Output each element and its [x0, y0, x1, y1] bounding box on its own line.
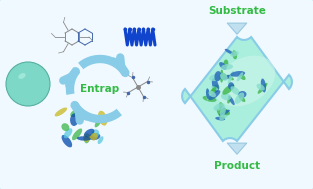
Ellipse shape: [55, 108, 67, 116]
Ellipse shape: [206, 89, 209, 101]
Ellipse shape: [213, 103, 225, 111]
Ellipse shape: [219, 112, 228, 120]
Ellipse shape: [221, 75, 232, 80]
Ellipse shape: [64, 128, 72, 138]
Ellipse shape: [212, 86, 218, 91]
Ellipse shape: [223, 60, 228, 67]
Ellipse shape: [92, 129, 99, 137]
Ellipse shape: [221, 108, 230, 115]
Ellipse shape: [230, 86, 240, 95]
Ellipse shape: [220, 73, 226, 79]
Ellipse shape: [257, 84, 265, 91]
Ellipse shape: [220, 106, 226, 117]
Ellipse shape: [88, 115, 96, 121]
Ellipse shape: [217, 108, 225, 120]
Ellipse shape: [219, 102, 224, 114]
Ellipse shape: [83, 133, 90, 142]
Circle shape: [6, 62, 50, 106]
Ellipse shape: [239, 95, 245, 102]
Ellipse shape: [18, 73, 26, 79]
Ellipse shape: [77, 136, 91, 141]
Ellipse shape: [208, 90, 220, 100]
Ellipse shape: [70, 113, 79, 126]
Ellipse shape: [228, 95, 235, 105]
Ellipse shape: [227, 96, 231, 104]
Ellipse shape: [235, 92, 244, 104]
Ellipse shape: [219, 110, 230, 115]
Text: Substrate: Substrate: [208, 6, 266, 16]
Ellipse shape: [70, 108, 83, 117]
Ellipse shape: [238, 91, 247, 98]
Text: Product: Product: [214, 161, 260, 171]
Ellipse shape: [261, 78, 266, 92]
Ellipse shape: [225, 49, 234, 55]
Ellipse shape: [215, 56, 275, 106]
Ellipse shape: [209, 74, 222, 81]
Ellipse shape: [232, 50, 237, 59]
Ellipse shape: [89, 133, 100, 140]
Ellipse shape: [230, 51, 239, 57]
Ellipse shape: [208, 91, 216, 97]
Ellipse shape: [219, 73, 226, 79]
Ellipse shape: [84, 129, 95, 137]
Text: Entrap: Entrap: [80, 84, 120, 94]
Ellipse shape: [212, 84, 219, 93]
Ellipse shape: [98, 111, 107, 126]
Ellipse shape: [237, 72, 243, 81]
Ellipse shape: [228, 71, 234, 84]
Ellipse shape: [220, 107, 226, 111]
Ellipse shape: [221, 93, 231, 100]
Ellipse shape: [72, 129, 82, 140]
Ellipse shape: [206, 88, 210, 99]
Ellipse shape: [258, 83, 268, 94]
Ellipse shape: [90, 133, 98, 140]
Ellipse shape: [62, 135, 72, 147]
Ellipse shape: [214, 71, 221, 81]
Ellipse shape: [230, 71, 245, 77]
Ellipse shape: [220, 73, 228, 81]
Ellipse shape: [61, 123, 69, 131]
Ellipse shape: [215, 117, 225, 120]
Ellipse shape: [228, 82, 234, 90]
Ellipse shape: [98, 136, 104, 144]
Ellipse shape: [212, 78, 219, 92]
Polygon shape: [182, 37, 292, 141]
Ellipse shape: [203, 96, 217, 102]
Ellipse shape: [95, 119, 101, 127]
Ellipse shape: [220, 70, 223, 83]
Ellipse shape: [84, 134, 90, 143]
Ellipse shape: [221, 64, 233, 70]
Ellipse shape: [219, 62, 227, 70]
Ellipse shape: [210, 87, 216, 94]
Ellipse shape: [239, 73, 246, 80]
Ellipse shape: [226, 75, 234, 80]
FancyArrowPatch shape: [227, 143, 247, 154]
Ellipse shape: [222, 84, 234, 95]
FancyArrowPatch shape: [227, 23, 247, 34]
